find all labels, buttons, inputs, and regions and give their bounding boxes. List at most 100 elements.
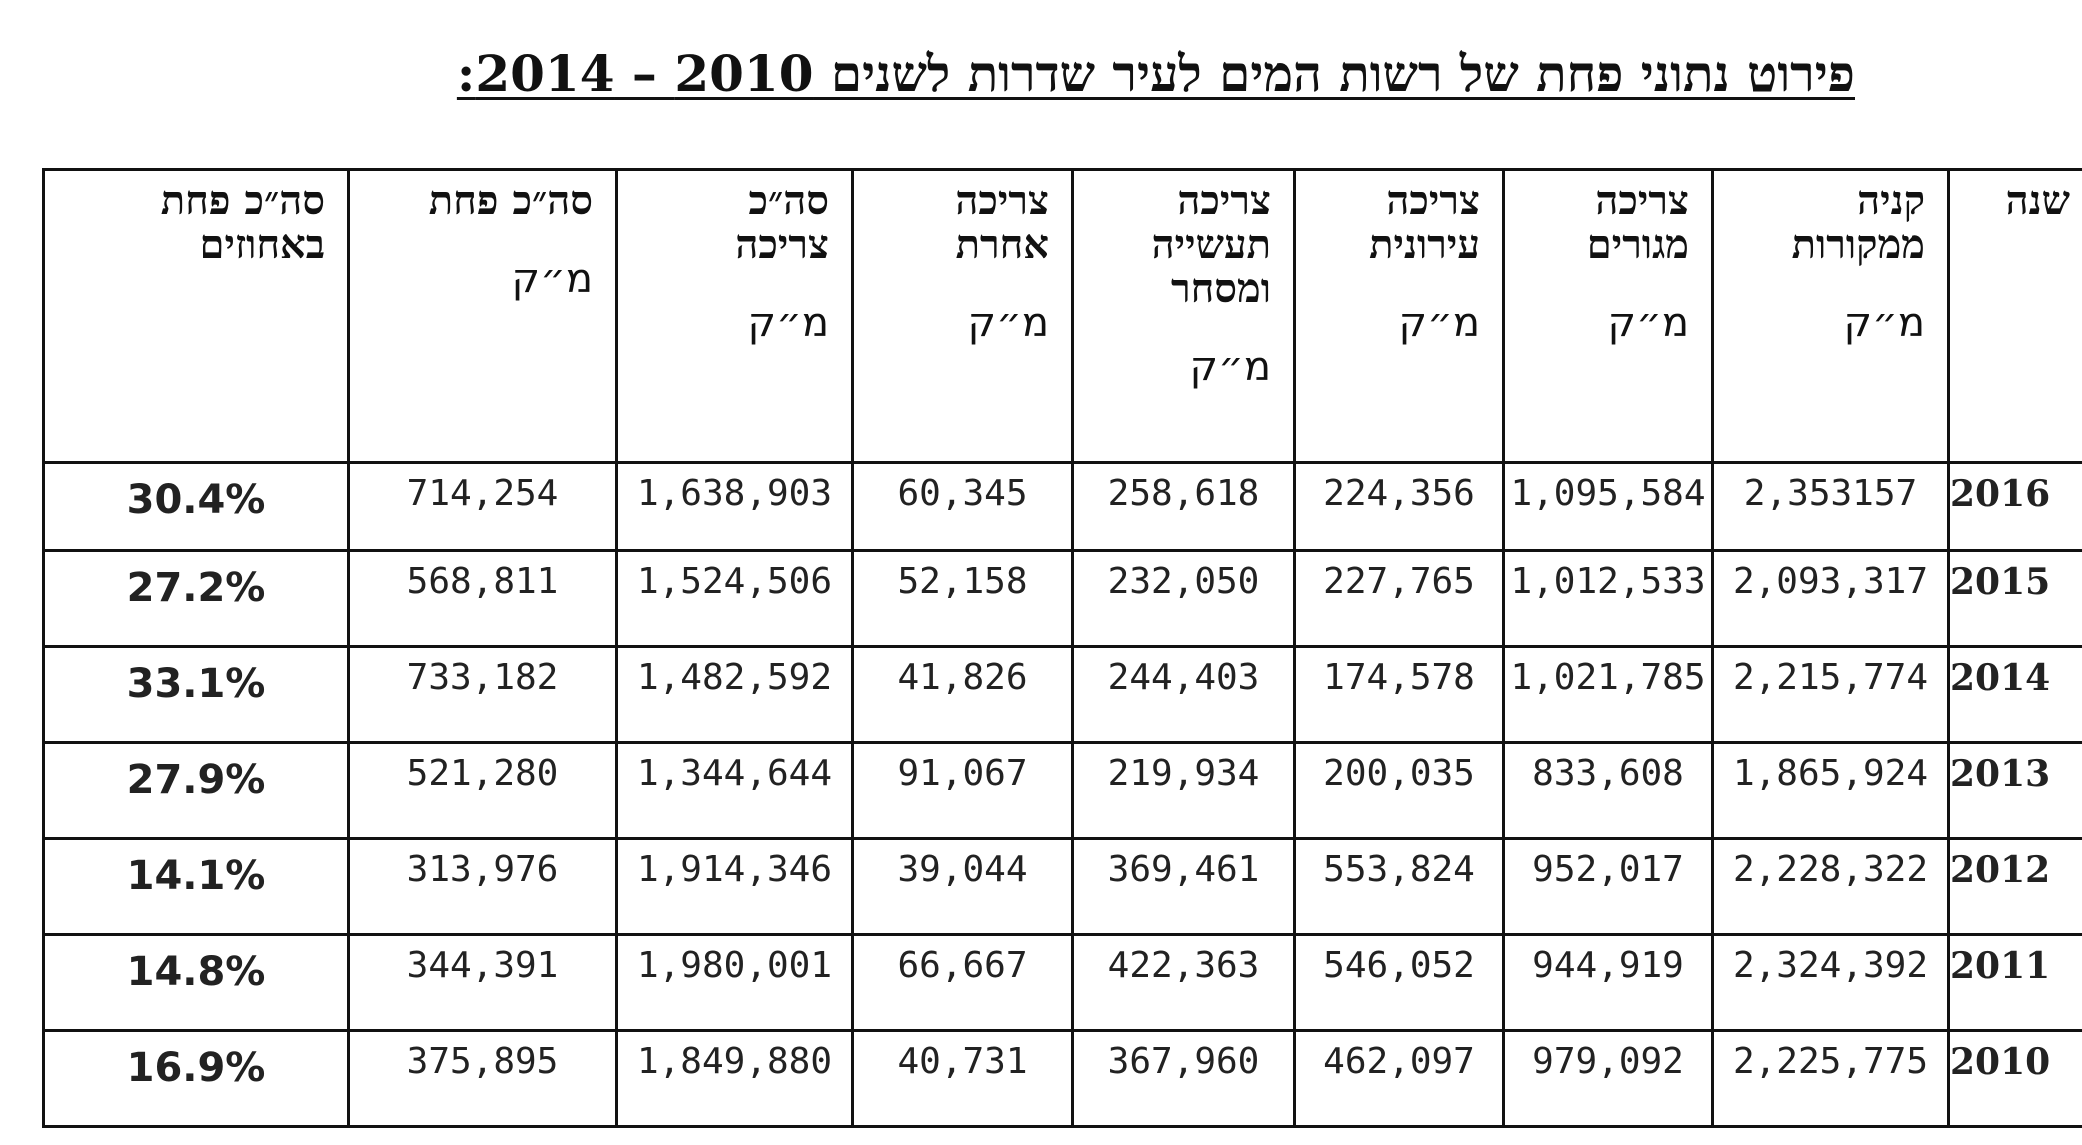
value-cell: 1,095,584 bbox=[1502, 461, 1714, 552]
value-cell: 1,849,880 bbox=[615, 1029, 854, 1128]
value-cell: 66,667 bbox=[851, 933, 1074, 1032]
column-header: צריכה מגורים מ״ק bbox=[1502, 168, 1714, 464]
water-loss-table: שנה קניה ממקורות מ״ק צריכה מגורים מ״ק צריכה עירו… bbox=[42, 168, 2082, 1128]
value-cell: 39,044 bbox=[851, 837, 1074, 936]
value-cell: 313,976 bbox=[347, 837, 618, 936]
value-cell: 2,324,392 bbox=[1711, 933, 1950, 1032]
value-cell: 369,461 bbox=[1071, 837, 1296, 936]
table-row: 2012 2,228,322 952,017 553,824 369,461 39,044… bbox=[42, 837, 2082, 936]
value-cell: 258,618 bbox=[1071, 461, 1296, 552]
value-cell: 91,067 bbox=[851, 741, 1074, 840]
header-text-line: צריכה bbox=[1177, 177, 1271, 224]
header-text-line: סה״כ פחת bbox=[428, 177, 593, 224]
value-cell: 2,215,774 bbox=[1711, 645, 1950, 744]
value-cell: 1,482,592 bbox=[615, 645, 854, 744]
column-header: סה״כ פחת מ״ק bbox=[347, 168, 618, 464]
table-row: 2014 2,215,774 1,021,785 174,578 244,403 41,8… bbox=[42, 645, 2082, 744]
value-cell: 367,960 bbox=[1071, 1029, 1296, 1128]
year-cell: 2011 bbox=[1947, 933, 2082, 1032]
header-text-line: סה״כ פחת bbox=[160, 177, 325, 224]
table-body: 2016 2,353157 1,095,584 224,356 258,618 60,34… bbox=[42, 461, 2082, 1128]
value-cell: 714,254 bbox=[347, 461, 618, 552]
header-unit: מ״ק bbox=[511, 256, 593, 302]
column-header: קניה ממקורות מ״ק bbox=[1711, 168, 1950, 464]
value-cell: 1,865,924 bbox=[1711, 741, 1950, 840]
value-cell: 568,811 bbox=[347, 549, 618, 648]
loss-percent-cell: 27.2% bbox=[42, 549, 350, 648]
value-cell: 200,035 bbox=[1293, 741, 1505, 840]
header-unit: מ״ק bbox=[967, 300, 1049, 346]
value-cell: 2,353157 bbox=[1711, 461, 1950, 552]
header-unit: מ״ק bbox=[747, 300, 829, 346]
year-cell: 2016 bbox=[1947, 461, 2082, 552]
loss-percent-cell: 14.8% bbox=[42, 933, 350, 1032]
value-cell: 1,524,506 bbox=[615, 549, 854, 648]
value-cell: 232,050 bbox=[1071, 549, 1296, 648]
value-cell: 52,158 bbox=[851, 549, 1074, 648]
column-header: צריכה אחרת מ״ק bbox=[851, 168, 1074, 464]
value-cell: 462,097 bbox=[1293, 1029, 1505, 1128]
header-text-line: סה״כ bbox=[748, 177, 829, 224]
document-title: פירוט נתוני פחת של רשות המים לעיר שדרות … bbox=[456, 44, 1855, 103]
column-header: שנה bbox=[1947, 168, 2082, 464]
loss-percent-cell: 27.9% bbox=[42, 741, 350, 840]
value-cell: 224,356 bbox=[1293, 461, 1505, 552]
value-cell: 521,280 bbox=[347, 741, 618, 840]
loss-percent-cell: 14.1% bbox=[42, 837, 350, 936]
header-text-line: צריכה bbox=[735, 221, 829, 268]
value-cell: 344,391 bbox=[347, 933, 618, 1032]
loss-percent-cell: 33.1% bbox=[42, 645, 350, 744]
table-row: 2010 2,225,775 979,092 462,097 367,960 40,731… bbox=[42, 1029, 2082, 1128]
year-cell: 2012 bbox=[1947, 837, 2082, 936]
header-text-line: תעשייה bbox=[1151, 221, 1271, 268]
value-cell: 979,092 bbox=[1502, 1029, 1714, 1128]
table-row: 2015 2,093,317 1,012,533 227,765 232,050 52,1… bbox=[42, 549, 2082, 648]
value-cell: 422,363 bbox=[1071, 933, 1296, 1032]
year-cell: 2014 bbox=[1947, 645, 2082, 744]
value-cell: 546,052 bbox=[1293, 933, 1505, 1032]
value-cell: 833,608 bbox=[1502, 741, 1714, 840]
loss-percent-cell: 16.9% bbox=[42, 1029, 350, 1128]
header-text-line: קניה bbox=[1857, 177, 1925, 224]
header-unit: מ״ק bbox=[1843, 300, 1925, 346]
value-cell: 40,731 bbox=[851, 1029, 1074, 1128]
value-cell: 1,638,903 bbox=[615, 461, 854, 552]
value-cell: 375,895 bbox=[347, 1029, 618, 1128]
column-header: צריכה עירונית מ״ק bbox=[1293, 168, 1505, 464]
value-cell: 1,980,001 bbox=[615, 933, 854, 1032]
header-text-line: צריכה bbox=[1595, 177, 1689, 224]
header-unit: מ״ק bbox=[1398, 300, 1480, 346]
value-cell: 219,934 bbox=[1071, 741, 1296, 840]
header-text-line: אחרת bbox=[955, 221, 1049, 268]
value-cell: 227,765 bbox=[1293, 549, 1505, 648]
value-cell: 553,824 bbox=[1293, 837, 1505, 936]
year-cell: 2015 bbox=[1947, 549, 2082, 648]
value-cell: 41,826 bbox=[851, 645, 1074, 744]
value-cell: 244,403 bbox=[1071, 645, 1296, 744]
header-text-line: צריכה bbox=[955, 177, 1049, 224]
header-unit: מ״ק bbox=[1189, 344, 1271, 390]
header-text-line: באחוזים bbox=[199, 221, 325, 268]
table-row: 2011 2,324,392 944,919 546,052 422,363 66,667… bbox=[42, 933, 2082, 1032]
value-cell: 733,182 bbox=[347, 645, 618, 744]
table-row: 2016 2,353157 1,095,584 224,356 258,618 60,34… bbox=[42, 461, 2082, 552]
table-row: 2013 1,865,924 833,608 200,035 219,934 91,067… bbox=[42, 741, 2082, 840]
header-row: שנה קניה ממקורות מ״ק צריכה מגורים מ״ק צריכה עירו… bbox=[42, 168, 2082, 464]
value-cell: 2,093,317 bbox=[1711, 549, 1950, 648]
value-cell: 2,228,322 bbox=[1711, 837, 1950, 936]
header-text-line: ומסחר bbox=[1170, 265, 1271, 312]
header-unit: מ״ק bbox=[1607, 300, 1689, 346]
value-cell: 1,914,346 bbox=[615, 837, 854, 936]
header-text-line: מגורים bbox=[1586, 221, 1689, 268]
value-cell: 944,919 bbox=[1502, 933, 1714, 1032]
value-cell: 174,578 bbox=[1293, 645, 1505, 744]
value-cell: 60,345 bbox=[851, 461, 1074, 552]
year-cell: 2010 bbox=[1947, 1029, 2082, 1128]
loss-percent-cell: 30.4% bbox=[42, 461, 350, 552]
column-header: סה״כ צריכה מ״ק bbox=[615, 168, 854, 464]
year-cell: 2013 bbox=[1947, 741, 2082, 840]
header-text-line: ממקורות bbox=[1791, 221, 1925, 268]
value-cell: 1,021,785 bbox=[1502, 645, 1714, 744]
value-cell: 2,225,775 bbox=[1711, 1029, 1950, 1128]
header-text-line: עירונית bbox=[1369, 221, 1480, 268]
